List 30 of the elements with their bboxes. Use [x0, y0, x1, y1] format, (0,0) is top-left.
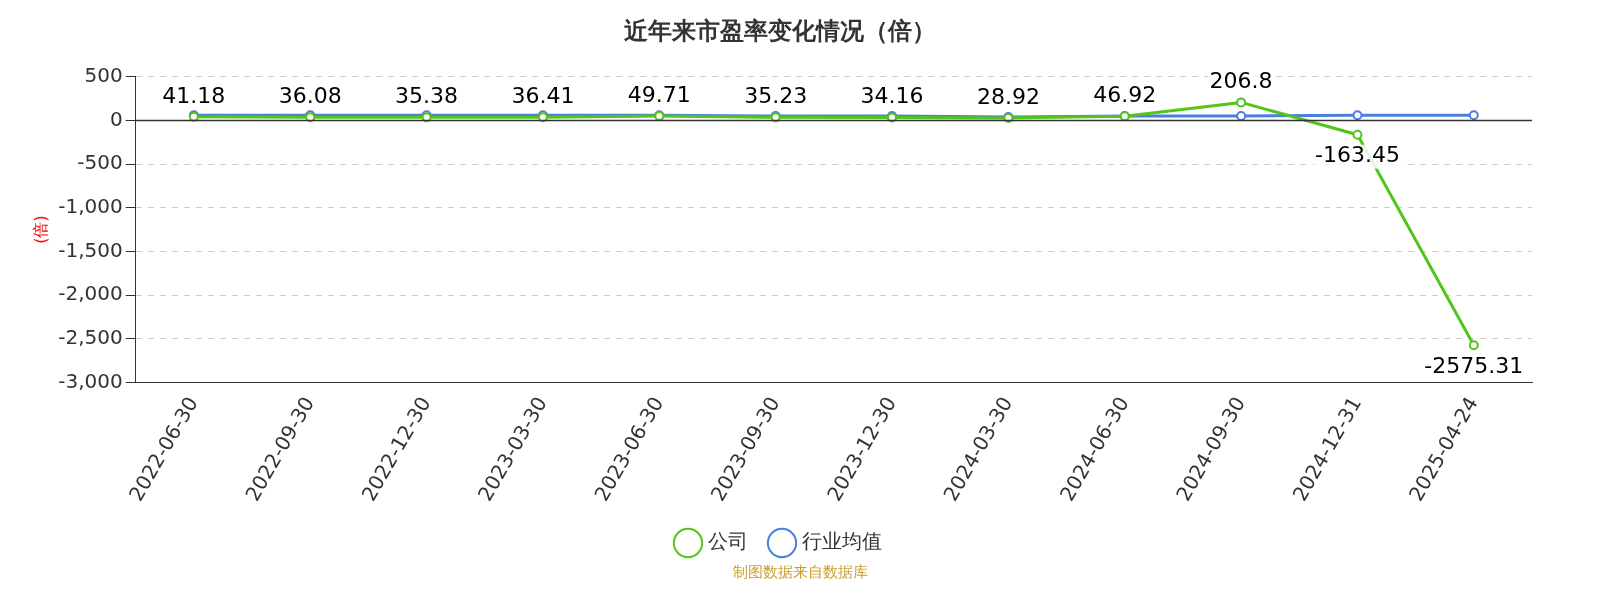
data-label: 35.38	[395, 83, 459, 109]
data-label: 206.8	[1209, 68, 1273, 94]
data-label: 35.23	[744, 83, 808, 109]
legend-label: 公司	[708, 529, 748, 554]
data-label: 41.18	[162, 82, 226, 108]
y-tick-label: -2,000	[58, 281, 123, 306]
text: 制图数据来自数据库	[731, 563, 869, 582]
y-tick-label: -2,500	[58, 324, 123, 349]
y-tick-label: -3,000	[58, 368, 123, 393]
point	[1468, 110, 1479, 121]
y-tick-label: 0	[109, 106, 123, 131]
point	[1352, 129, 1363, 140]
y-tick-label: -1,000	[58, 193, 123, 218]
y-axis-title: (倍)	[30, 215, 50, 244]
chart-title: 近年来市盈率变化情况（倍）	[624, 16, 936, 45]
point	[1236, 97, 1247, 108]
data-label: 46.92	[1093, 82, 1157, 108]
point	[1468, 340, 1479, 351]
y-tick-label: -500	[77, 150, 123, 175]
data-label: 36.08	[278, 83, 342, 109]
y-tick-label: -1,500	[58, 237, 123, 262]
data-label: 34.16	[860, 83, 924, 109]
data-label: -2575.31	[1424, 352, 1524, 378]
point	[1352, 110, 1363, 121]
data-label: 28.92	[976, 83, 1040, 109]
legend-label: 行业均值	[802, 529, 882, 554]
data-label: -163.45	[1315, 142, 1400, 168]
data-label: 36.41	[511, 82, 575, 108]
y-tick-label: 500	[84, 63, 123, 87]
data-label: 49.71	[627, 81, 691, 107]
